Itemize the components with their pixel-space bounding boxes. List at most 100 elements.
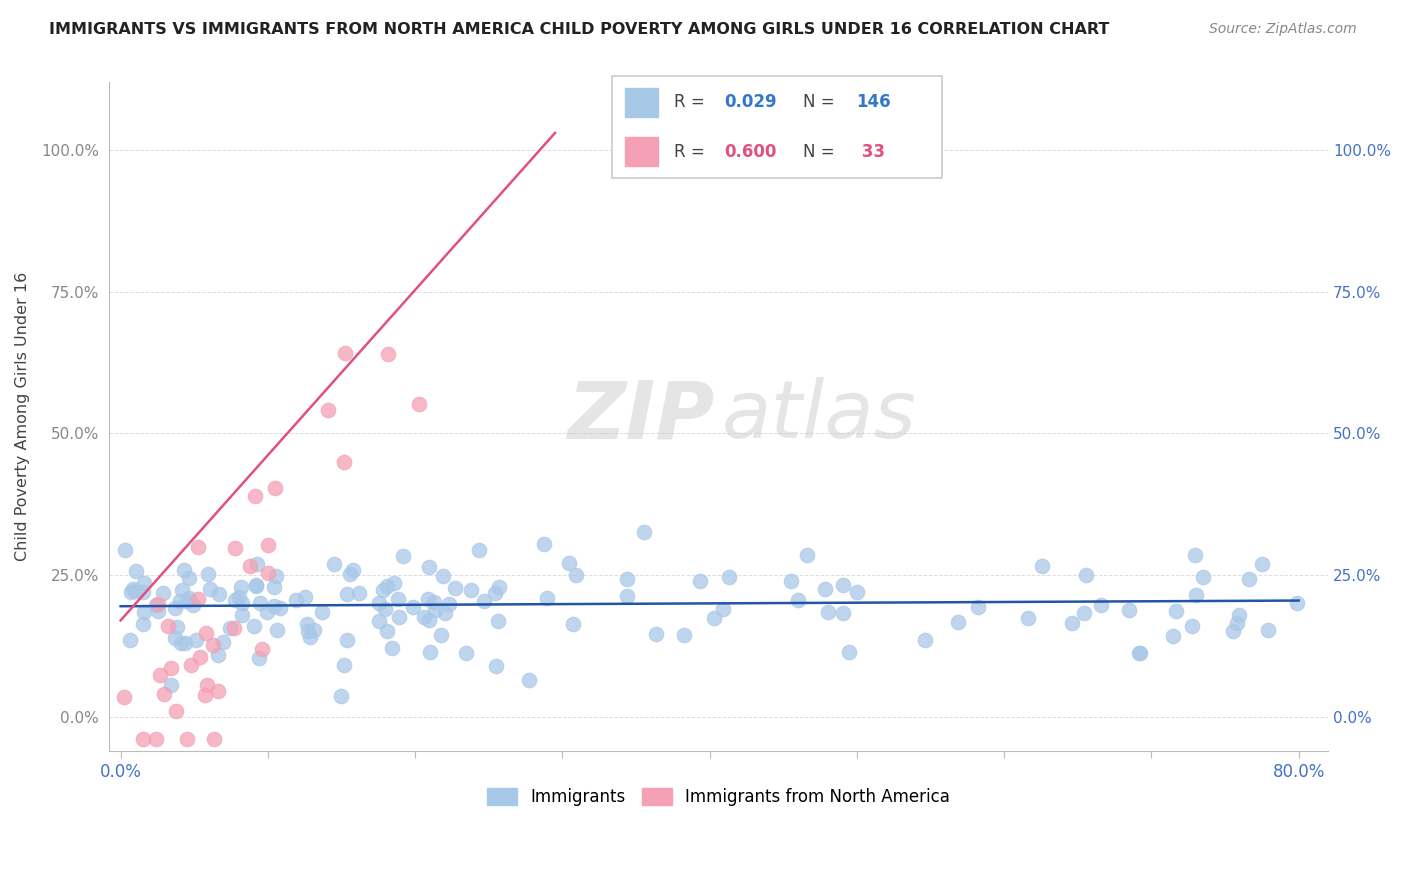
Point xyxy=(187,591,209,606)
Point xyxy=(263,580,285,594)
Point xyxy=(689,574,711,588)
Point xyxy=(231,607,253,622)
Point xyxy=(392,549,415,564)
Point xyxy=(330,690,353,704)
Point xyxy=(437,597,460,611)
FancyBboxPatch shape xyxy=(624,137,658,166)
FancyBboxPatch shape xyxy=(624,88,658,117)
Point xyxy=(193,688,215,702)
Point xyxy=(1250,557,1272,571)
Point xyxy=(132,575,155,590)
Point xyxy=(416,591,439,606)
Text: N =: N = xyxy=(803,143,841,161)
Point xyxy=(536,591,558,605)
Point xyxy=(263,599,285,613)
Point xyxy=(422,594,444,608)
Point xyxy=(914,633,936,648)
Point xyxy=(814,582,837,596)
Point xyxy=(377,347,399,361)
Point xyxy=(408,397,430,411)
Point xyxy=(294,590,316,604)
Point xyxy=(239,559,262,574)
Point xyxy=(429,627,451,641)
Point xyxy=(208,587,231,601)
Point xyxy=(125,565,148,579)
Text: R =: R = xyxy=(675,143,710,161)
Point xyxy=(231,596,253,610)
Point xyxy=(423,603,446,617)
Point xyxy=(195,678,218,692)
Point xyxy=(224,593,246,607)
Point xyxy=(488,580,510,594)
Point xyxy=(339,566,361,581)
Text: 146: 146 xyxy=(856,93,891,111)
Point xyxy=(367,615,389,629)
Point xyxy=(418,613,440,627)
Point xyxy=(269,601,291,615)
Point xyxy=(1060,615,1083,630)
Point xyxy=(169,594,191,608)
Text: Source: ZipAtlas.com: Source: ZipAtlas.com xyxy=(1209,22,1357,37)
Point xyxy=(402,599,425,614)
Point xyxy=(1031,559,1053,574)
Point xyxy=(711,601,734,615)
Text: 0.600: 0.600 xyxy=(724,143,776,161)
Text: ZIP: ZIP xyxy=(568,377,714,455)
Point xyxy=(207,683,229,698)
Point xyxy=(153,687,176,701)
Point xyxy=(1185,588,1208,602)
Point xyxy=(418,559,440,574)
Point xyxy=(966,599,988,614)
Point xyxy=(786,593,808,607)
Point xyxy=(157,619,180,633)
Point xyxy=(1181,619,1204,633)
Point xyxy=(188,650,211,665)
Point xyxy=(179,571,201,585)
Point xyxy=(946,615,969,629)
Point xyxy=(375,579,398,593)
Point xyxy=(375,624,398,639)
Point xyxy=(333,658,356,673)
Point xyxy=(616,572,638,586)
Point xyxy=(333,345,356,359)
Point xyxy=(165,704,187,718)
Point xyxy=(298,630,321,644)
Point xyxy=(229,580,252,594)
Point xyxy=(177,591,200,606)
Point xyxy=(122,582,145,596)
Point xyxy=(349,585,371,599)
Point xyxy=(342,563,364,577)
Point xyxy=(561,616,583,631)
Point xyxy=(460,583,482,598)
Point xyxy=(332,455,354,469)
Point xyxy=(256,538,278,552)
Point xyxy=(673,628,696,642)
Point xyxy=(222,621,245,635)
Point xyxy=(336,632,359,647)
Point xyxy=(1257,623,1279,637)
Point xyxy=(336,587,359,601)
Point xyxy=(184,633,207,648)
Point xyxy=(200,582,222,596)
Point xyxy=(257,566,280,580)
Point xyxy=(112,690,135,704)
Point xyxy=(163,600,186,615)
Text: IMMIGRANTS VS IMMIGRANTS FROM NORTH AMERICA CHILD POVERTY AMONG GIRLS UNDER 16 C: IMMIGRANTS VS IMMIGRANTS FROM NORTH AMER… xyxy=(49,22,1109,37)
Text: atlas: atlas xyxy=(723,377,917,455)
Point xyxy=(124,583,146,598)
Point xyxy=(252,642,274,657)
Text: N =: N = xyxy=(803,93,841,111)
Point xyxy=(132,584,155,599)
Point xyxy=(323,557,346,571)
Text: 0.029: 0.029 xyxy=(724,93,776,111)
Point xyxy=(444,581,467,595)
Point xyxy=(132,605,155,619)
Legend: Immigrants, Immigrants from North America: Immigrants, Immigrants from North Americ… xyxy=(479,781,957,813)
Point xyxy=(228,591,250,605)
Point xyxy=(456,646,478,660)
Point xyxy=(187,540,209,554)
Point xyxy=(718,570,741,584)
Point xyxy=(412,610,434,624)
Point xyxy=(202,732,225,747)
Point xyxy=(558,556,581,570)
